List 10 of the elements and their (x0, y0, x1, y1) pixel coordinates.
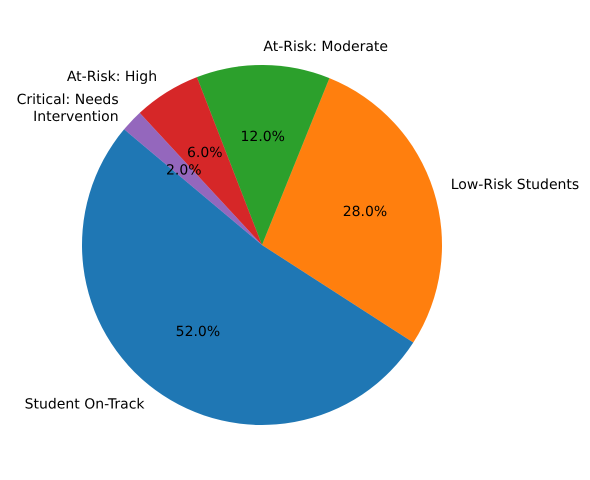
pie-slice (82, 129, 414, 425)
slice-label: Student On-Track (24, 396, 146, 412)
data-label: 6.0% (186, 145, 223, 162)
slice-label: At-Risk: High (66, 68, 158, 85)
slice-label: At-Risk: Moderate (263, 38, 388, 55)
data-label: 12.0% (240, 128, 285, 145)
data-label: 28.0% (342, 204, 388, 220)
slice-label: Critical: Needs Intervention (16, 92, 119, 125)
slice-label: Low-Risk Students (450, 176, 580, 193)
data-label: 52.0% (176, 324, 220, 340)
